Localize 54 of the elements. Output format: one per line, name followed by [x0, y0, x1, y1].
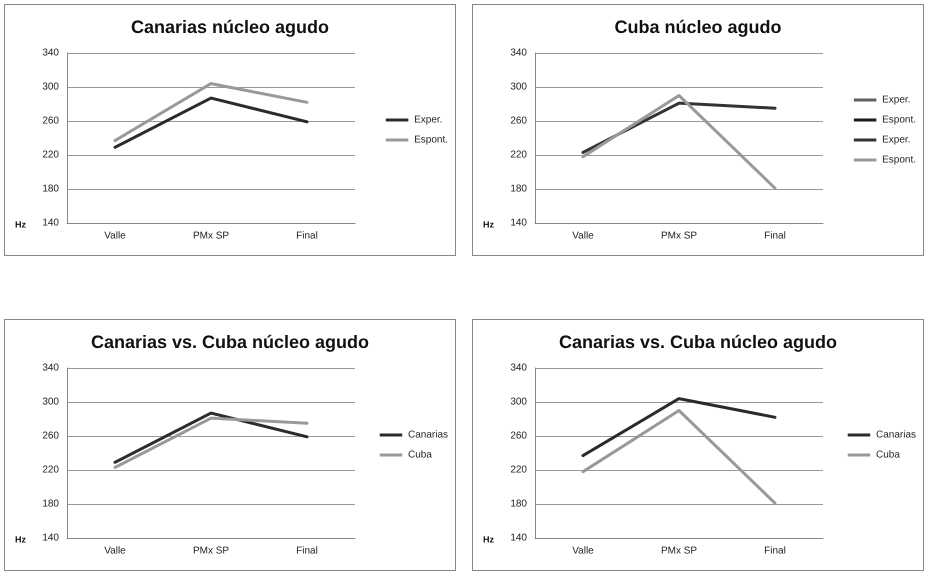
y-tick-label: 140	[42, 218, 60, 228]
y-tick-label: 180	[42, 184, 60, 194]
chart-title: Canarias núcleo agudo	[130, 17, 330, 37]
legend-label: Espont.	[882, 154, 916, 166]
y-tick-label: 260	[510, 430, 528, 441]
legend-label: Exper.	[882, 134, 910, 146]
y-axis-title: Hz	[483, 220, 494, 230]
y-tick-label: 180	[42, 498, 60, 509]
x-tick-label: Final	[764, 230, 786, 242]
y-tick-label: 180	[510, 498, 528, 509]
legend-label: Espont.	[414, 134, 448, 146]
chart-title: Cuba núcleo agudo	[614, 17, 782, 37]
y-tick-label: 220	[42, 464, 60, 475]
x-tick-label: Final	[296, 230, 318, 242]
y-tick-label: 180	[510, 184, 528, 194]
y-tick-label: 300	[42, 82, 60, 92]
y-tick-label: 140	[510, 532, 528, 543]
y-tick-label: 300	[42, 396, 60, 407]
x-tick-label: Final	[296, 545, 318, 556]
legend-label: Cuba	[408, 449, 432, 460]
y-tick-label: 140	[510, 218, 528, 228]
y-tick-label: 300	[510, 82, 528, 92]
x-tick-label: Valle	[572, 230, 594, 242]
y-tick-label: 220	[510, 150, 528, 160]
legend-label: Cuba	[876, 449, 900, 460]
y-tick-label: 340	[42, 48, 60, 58]
y-tick-label: 220	[510, 464, 528, 475]
legend-label: Canarias	[876, 429, 916, 440]
y-tick-label: 140	[42, 532, 60, 543]
y-axis-title: Hz	[15, 534, 26, 544]
x-tick-label: PMx SP	[660, 545, 698, 556]
chart-title: Canarias vs. Cuba núcleo agudo	[558, 332, 838, 352]
x-tick-label: Valle	[104, 545, 126, 556]
y-tick-label: 340	[510, 362, 528, 373]
legend-label: Exper.	[882, 94, 910, 106]
y-tick-label: 260	[42, 430, 60, 441]
y-axis-title: Hz	[15, 220, 26, 230]
legend-label: Espont.	[882, 114, 916, 126]
y-axis-title: Hz	[483, 534, 494, 544]
x-tick-label: Final	[764, 545, 786, 556]
x-tick-label: PMx SP	[192, 545, 230, 556]
x-tick-label: PMx SP	[192, 230, 230, 242]
chart-title: Canarias vs. Cuba núcleo agudo	[90, 332, 370, 352]
legend-label: Exper.	[414, 114, 442, 126]
x-tick-label: PMx SP	[660, 230, 698, 242]
y-tick-label: 260	[42, 116, 60, 126]
y-tick-label: 260	[510, 116, 528, 126]
y-tick-label: 340	[42, 362, 60, 373]
x-tick-label: Valle	[572, 545, 594, 556]
x-tick-label: Valle	[104, 230, 126, 242]
legend-label: Canarias	[408, 429, 448, 440]
y-tick-label: 220	[42, 150, 60, 160]
y-tick-label: 340	[510, 48, 528, 58]
y-tick-label: 300	[510, 396, 528, 407]
